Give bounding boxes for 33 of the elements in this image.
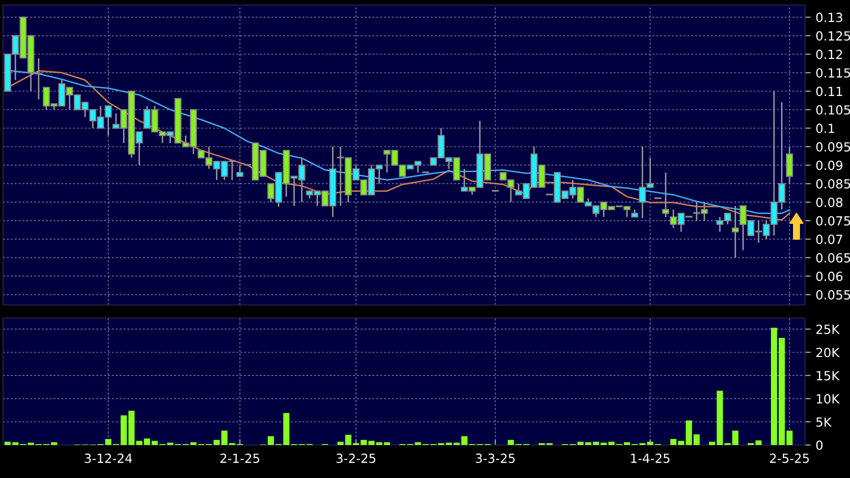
- x-tick-label: 3-3-25: [476, 454, 515, 464]
- y-tick-label: 10K: [816, 394, 840, 404]
- candlestick: [662, 172, 670, 218]
- y-tick-label: 0.065: [816, 253, 850, 263]
- y-tick-label: 0.12: [816, 50, 842, 60]
- y-tick-label: 0.055: [816, 290, 850, 300]
- y-tick-label: 0.085: [816, 179, 850, 189]
- y-tick-label: 0.1: [816, 124, 834, 134]
- x-tick-label: 2-1-25: [220, 454, 260, 464]
- y-tick-label: 20K: [816, 348, 840, 358]
- candlestick: [236, 164, 244, 177]
- y-tick-label: 0.095: [816, 142, 850, 152]
- y-tick-label: 25K: [816, 324, 840, 334]
- x-tick-label: 1-4-25: [631, 454, 670, 464]
- y-tick-label: 5K: [816, 417, 832, 427]
- y-tick-label: 0.08: [816, 198, 842, 208]
- y-tick-label: 0.09: [816, 160, 842, 170]
- candlestick: [786, 146, 794, 184]
- y-tick-label: 0.13: [816, 12, 842, 22]
- y-tick-label: 0: [816, 440, 823, 450]
- y-tick-label: 0.125: [816, 31, 850, 41]
- x-tick-label: 2-5-25: [770, 454, 809, 464]
- x-tick-label: 3-12-24: [84, 454, 132, 464]
- y-tick-label: 15K: [816, 371, 840, 380]
- y-tick-label: 0.06: [816, 272, 842, 282]
- y-tick-label: 0.11: [816, 86, 842, 96]
- x-tick-label: 3-2-25: [336, 454, 376, 464]
- y-tick-label: 0.115: [816, 68, 850, 78]
- bar: [4, 442, 11, 445]
- y-tick-label: 0.105: [816, 105, 850, 115]
- candlestick: [732, 205, 739, 258]
- y-tick-label: 0.075: [816, 216, 850, 226]
- y-tick-label: 0.07: [816, 234, 842, 244]
